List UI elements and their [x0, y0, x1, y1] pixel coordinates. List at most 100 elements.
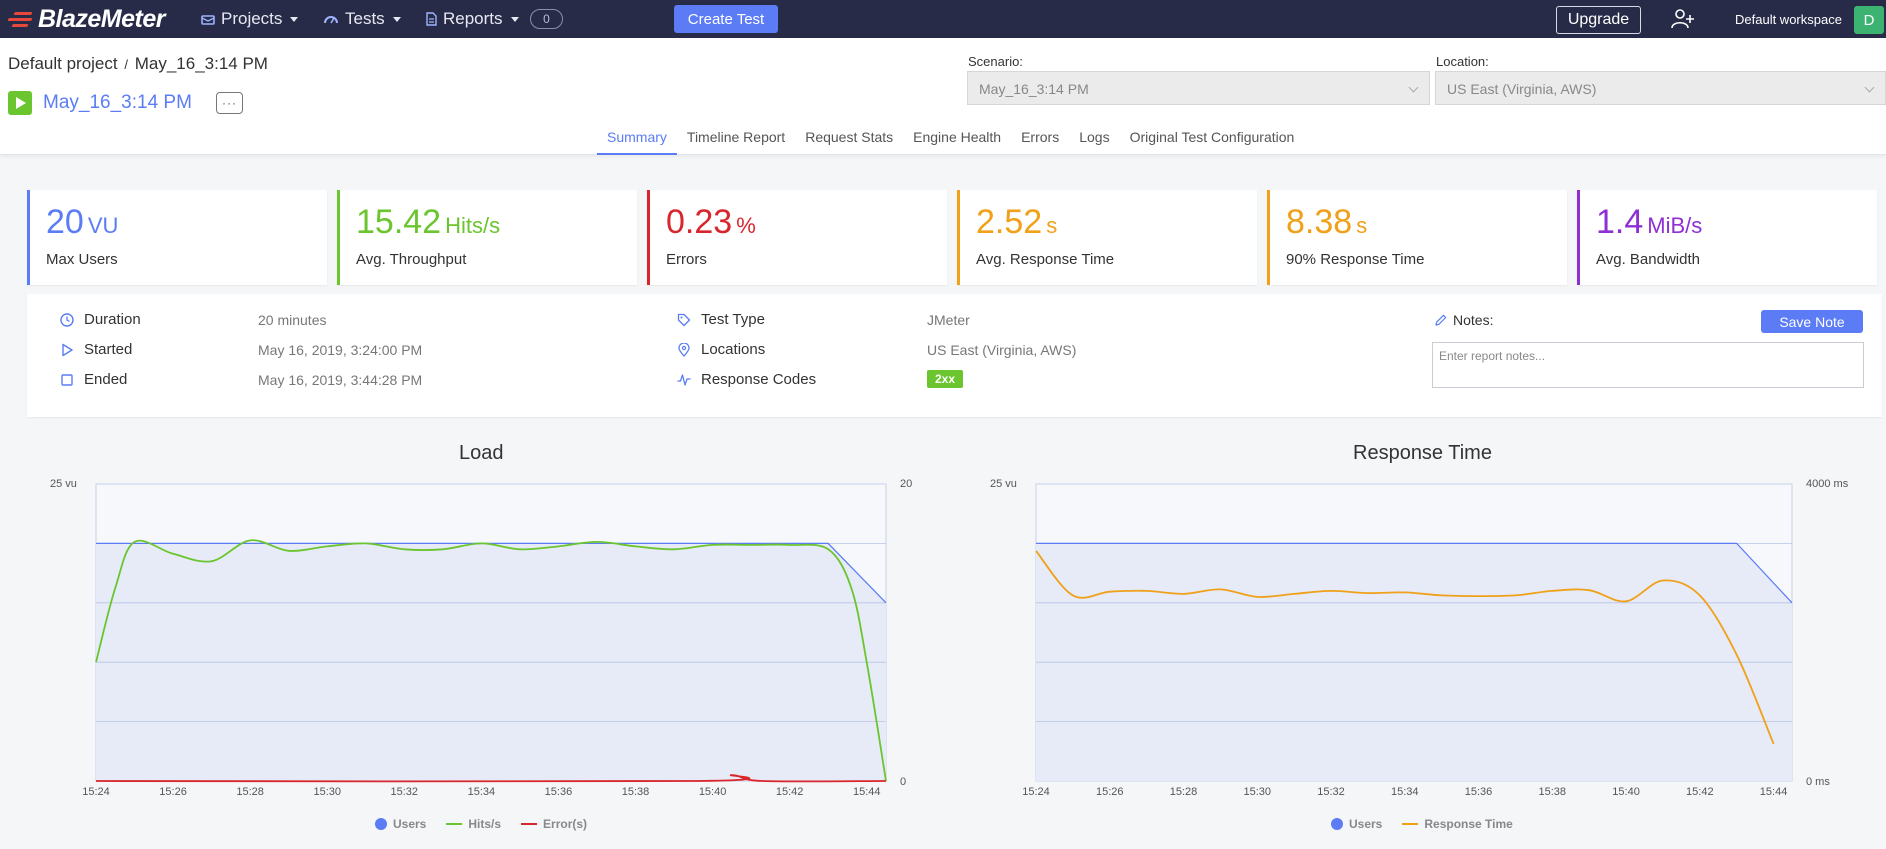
locations-label: Locations	[701, 341, 766, 358]
notes-label-row: Notes:	[1435, 312, 1493, 328]
tab-request-stats[interactable]: Request Stats	[805, 129, 894, 145]
duration-label: Duration	[84, 311, 141, 328]
kpi-label: Avg. Bandwidth	[1596, 251, 1700, 268]
response-codes-row: Response Codes	[677, 371, 816, 388]
report-header: Default project / May_16_3:14 PM May_16_…	[0, 38, 1886, 155]
ended-label: Ended	[84, 371, 128, 388]
x-tick-label: 15:26	[159, 786, 187, 798]
tab-timeline-report[interactable]: Timeline Report	[686, 129, 786, 145]
play-icon	[16, 97, 26, 109]
test-name[interactable]: May_16_3:14 PM	[43, 92, 192, 113]
gauge-icon	[324, 16, 338, 24]
kpi-unit: VU	[87, 213, 119, 238]
response-time-chart: Response Time 15:24 15:26 15:28 15:30 15:32 1…	[943, 430, 1886, 849]
load-chart: Load 15:24 15:26 15:28 15:30 15:32 15:34 15:36…	[0, 430, 943, 849]
x-tick-label: 15:40	[699, 786, 727, 798]
test-type-row: Test Type	[677, 311, 765, 328]
legend-item-response-time[interactable]: Response Time	[1402, 817, 1513, 831]
save-note-button[interactable]: Save Note	[1761, 310, 1863, 333]
response-code-badge[interactable]: 2xx	[927, 370, 963, 388]
legend-dot	[375, 818, 387, 830]
chevron-down-icon	[392, 16, 401, 22]
response-codes-label: Response Codes	[701, 371, 817, 388]
legend-item-users[interactable]: Users	[375, 817, 426, 831]
tab-logs[interactable]: Logs	[1079, 129, 1110, 145]
stop-icon	[61, 373, 73, 386]
x-tick-label: 15:38	[622, 786, 650, 798]
kpi-avg-bandwidth: 1.4 MiB/s Avg. Bandwidth	[1577, 190, 1877, 285]
kpi-value: 1.4	[1596, 203, 1644, 241]
nav-reports[interactable]: Reports	[426, 8, 519, 30]
kpi-avg-response-time: 2.52 s Avg. Response Time	[957, 190, 1257, 285]
scenario-select[interactable]: May_16_3:14 PM	[967, 71, 1430, 105]
x-tick-label: 15:34	[468, 786, 496, 798]
x-tick-label: 15:32	[1317, 786, 1345, 798]
legend-label: Hits/s	[468, 817, 502, 831]
started-row: Started	[60, 341, 132, 358]
chart-title: Response Time	[1353, 442, 1492, 464]
play-outline-icon	[62, 343, 73, 356]
kpi-errors: 0.23% Errors	[647, 190, 947, 285]
kpi-label: Max Users	[46, 251, 118, 268]
scenario-label: Scenario:	[968, 54, 1023, 69]
tab-engine-health[interactable]: Engine Health	[913, 129, 1002, 145]
series-line-users	[1036, 542, 1793, 604]
kpi-value: 15.42	[356, 203, 442, 241]
reports-count-badge[interactable]: 0	[530, 9, 563, 29]
kpi-unit: Hits/s	[445, 213, 501, 238]
workspace-switcher[interactable]: Default workspace	[1735, 12, 1842, 27]
kpi-avg-throughput: 15.42 Hits/s Avg. Throughput	[337, 190, 637, 285]
create-test-button[interactable]: Create Test	[674, 5, 778, 33]
legend-item-hits[interactable]: Hits/s	[446, 817, 501, 831]
upgrade-button[interactable]: Upgrade	[1556, 6, 1641, 34]
nav-projects-label: Projects	[221, 9, 283, 28]
add-user-icon[interactable]	[1671, 8, 1695, 30]
scenario-value: May_16_3:14 PM	[979, 81, 1089, 97]
x-tick-label: 15:36	[1465, 786, 1493, 798]
avatar[interactable]: D	[1854, 6, 1884, 34]
x-tick-label: 15:26	[1096, 786, 1124, 798]
tag-icon	[677, 313, 691, 326]
y-right-tick-label: 0 ms	[1806, 776, 1830, 788]
x-tick-label: 15:40	[1612, 786, 1640, 798]
legend-item-errors[interactable]: Error(s)	[521, 817, 587, 831]
location-value: US East (Virginia, AWS)	[1447, 81, 1597, 97]
x-tick-label: 15:28	[236, 786, 264, 798]
nav-tests[interactable]: Tests	[323, 8, 401, 30]
pulse-icon	[677, 373, 691, 386]
ended-value: May 16, 2019, 3:44:28 PM	[258, 372, 423, 388]
location-select[interactable]: US East (Virginia, AWS)	[1435, 71, 1886, 105]
series-line-response-time	[1035, 550, 1775, 745]
location-pin-icon	[678, 342, 690, 357]
kpi-label: Avg. Throughput	[356, 251, 467, 268]
kpi-90-response-time: 8.38 s 90% Response Time	[1267, 190, 1567, 285]
breadcrumb-separator: /	[124, 57, 128, 72]
location-label: Location:	[1436, 54, 1489, 69]
pencil-icon	[1435, 314, 1447, 326]
legend-item-users[interactable]: Users	[1331, 817, 1382, 831]
clock-icon	[60, 312, 74, 327]
y-right-tick-label: 20	[900, 478, 912, 490]
breadcrumb-project[interactable]: Default project	[8, 54, 118, 73]
logo[interactable]: BlazeMeter	[7, 5, 166, 33]
kpi-label: Avg. Response Time	[976, 251, 1115, 268]
x-tick-label: 15:28	[1170, 786, 1198, 798]
test-info-panel: Duration 20 minutes Started May 16, 2019…	[27, 294, 1882, 417]
kpi-value: 20	[46, 203, 84, 241]
document-icon	[426, 12, 437, 26]
x-tick-label: 15:38	[1539, 786, 1567, 798]
kpi-label: Errors	[666, 251, 707, 268]
kpi-value: 2.52	[976, 203, 1043, 241]
x-tick-label: 15:42	[1686, 786, 1714, 798]
nav-projects[interactable]: Projects	[201, 8, 299, 30]
more-options-button[interactable]: ···	[216, 92, 243, 114]
tab-summary[interactable]: Summary	[597, 128, 677, 155]
report-notes-input[interactable]	[1432, 342, 1864, 388]
tab-original-test-configuration[interactable]: Original Test Configuration	[1129, 129, 1295, 145]
locations-row: Locations	[677, 341, 765, 358]
tab-errors[interactable]: Errors	[1021, 129, 1060, 145]
run-test-button[interactable]	[8, 91, 32, 115]
x-tick-label: 15:44	[853, 786, 881, 798]
report-tabs: Summary Timeline Report Request Stats En…	[597, 128, 1304, 155]
legend-line	[521, 823, 538, 825]
